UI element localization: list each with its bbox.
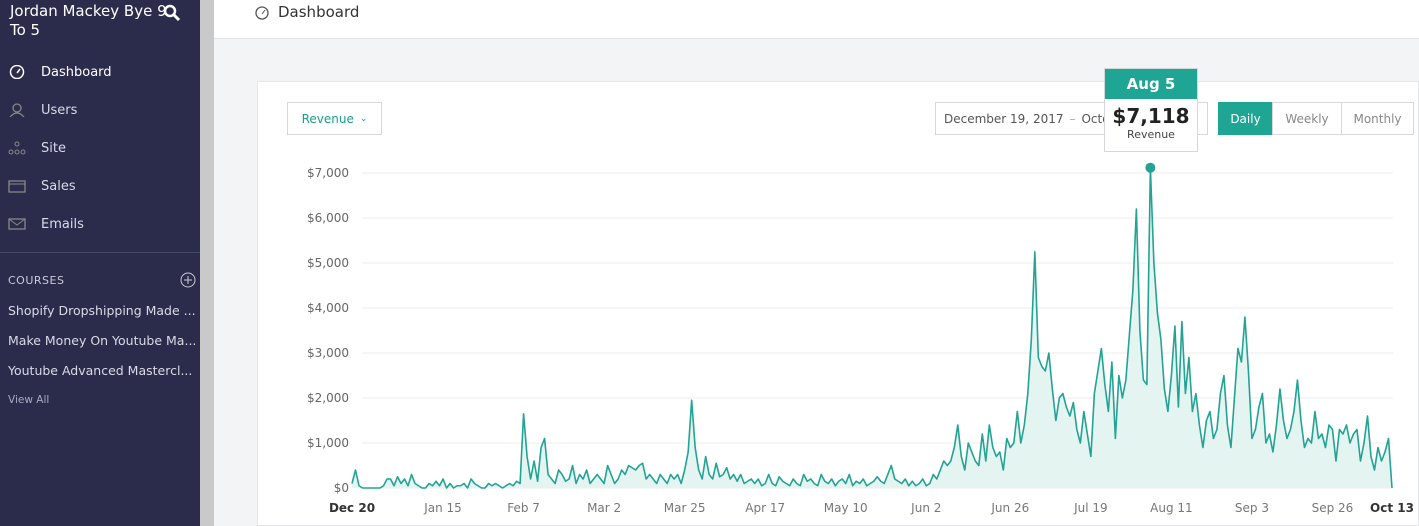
y-tick-label: $2,000 <box>307 391 349 405</box>
brand: Jordan Mackey Bye 9 To 5 <box>10 2 167 39</box>
nav-icon <box>8 218 26 230</box>
date-sep: – <box>1069 111 1076 126</box>
metric-label: Revenue <box>301 111 354 126</box>
line <box>351 166 1393 489</box>
add-course[interactable] <box>180 272 196 288</box>
y-tick-label: $3,000 <box>307 346 349 360</box>
y-tick-label: $6,000 <box>307 211 349 225</box>
sidebar: Jordan Mackey Bye 9 To 5 Dashboard Users… <box>0 0 200 526</box>
y-tick-label: $1,000 <box>307 436 349 450</box>
x-tick-label: Jul 19 <box>1073 501 1108 515</box>
highlight-point <box>1145 162 1156 173</box>
nav-icon <box>9 103 25 117</box>
x-tick-label: Mar 2 <box>587 501 621 515</box>
x-tick-label: Dec 20 <box>329 501 375 515</box>
divider <box>0 252 200 253</box>
area <box>352 167 1392 488</box>
x-tick-label: Oct 13 <box>1370 501 1414 515</box>
header-icon <box>255 6 269 20</box>
search-icon[interactable] <box>163 4 181 22</box>
x-tick-label: Aug 11 <box>1150 501 1193 515</box>
tooltip-date: Aug 5 <box>1105 69 1197 99</box>
courses-heading: COURSES <box>8 274 65 287</box>
x-tick-label: Apr 17 <box>745 501 785 515</box>
tooltip-series: Revenue <box>1127 128 1175 141</box>
y-tick-label: $5,000 <box>307 256 349 270</box>
period-button[interactable]: Weekly <box>1272 102 1342 135</box>
y-tick-label: $7,000 <box>307 166 349 180</box>
date-start: December 19, 2017 <box>944 111 1064 126</box>
period-button[interactable]: Daily <box>1218 102 1273 135</box>
period-button[interactable]: Monthly <box>1341 102 1414 135</box>
x-tick-label: May 10 <box>824 501 868 515</box>
tooltip: Aug 5 $7,118 Revenue <box>1104 68 1198 152</box>
metric-dropdown[interactable]: Revenue ⌄ <box>287 102 382 135</box>
nav-item[interactable]: Site <box>41 141 66 156</box>
x-tick-label: Jun 26 <box>990 501 1029 515</box>
scrollbar <box>200 0 214 526</box>
x-tick-label: Jun 2 <box>910 501 941 515</box>
caret: ⌄ <box>359 113 368 124</box>
nav-icon <box>8 141 26 155</box>
nav-icon <box>9 65 25 79</box>
course-link[interactable]: Make Money On Youtube Ma... <box>8 333 197 348</box>
nav-item[interactable]: Dashboard <box>41 65 112 80</box>
y-tick-label: $0 <box>334 481 349 495</box>
nav-item[interactable]: Sales <box>41 179 76 194</box>
nav-item[interactable]: Emails <box>41 217 84 232</box>
y-tick-label: $4,000 <box>307 301 349 315</box>
nav-icon <box>8 180 26 193</box>
x-tick-label: Jan 15 <box>423 501 462 515</box>
x-tick-label: Sep 26 <box>1312 501 1354 515</box>
course-link[interactable]: Youtube Advanced Mastercl... <box>8 363 193 378</box>
nav-item[interactable]: Users <box>41 103 78 118</box>
x-tick-label: Feb 7 <box>507 501 540 515</box>
tooltip-value: $7,118 <box>1112 104 1190 128</box>
view-all[interactable]: View All <box>8 394 50 406</box>
course-link[interactable]: Shopify Dropshipping Made ... <box>8 303 196 318</box>
header: Dashboard <box>214 0 1419 39</box>
x-tick-label: Sep 3 <box>1235 501 1269 515</box>
x-tick-label: Mar 25 <box>664 501 706 515</box>
page-title: Dashboard <box>278 3 360 21</box>
